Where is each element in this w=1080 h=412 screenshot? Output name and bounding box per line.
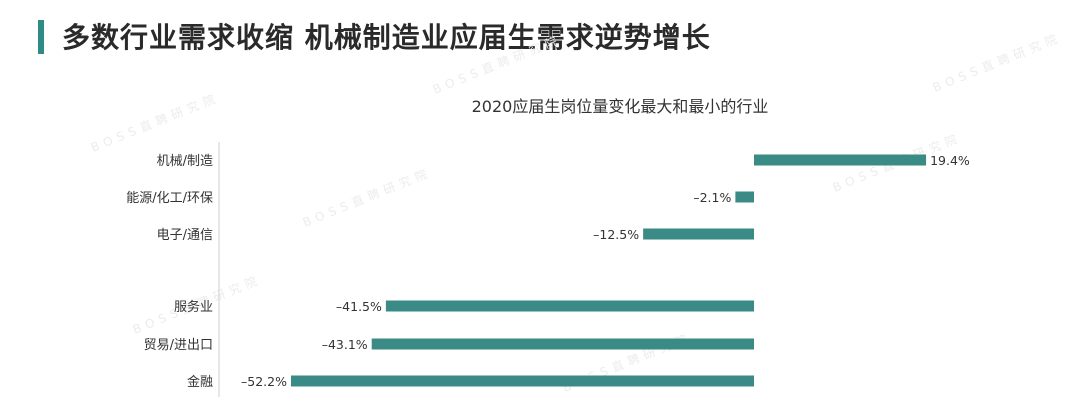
bar bbox=[643, 228, 754, 240]
category-label: 贸易/进出口 bbox=[144, 338, 213, 353]
value-label: –2.1% bbox=[693, 190, 731, 205]
bar bbox=[385, 300, 754, 312]
page-title: 多数行业需求收缩 机械制造业应届生需求逆势增长 bbox=[62, 21, 711, 54]
value-label: 19.4% bbox=[930, 153, 970, 168]
category-label: 金融 bbox=[187, 374, 213, 390]
value-label: –43.1% bbox=[322, 337, 368, 352]
value-label: –52.2% bbox=[241, 374, 287, 389]
bar bbox=[754, 154, 927, 166]
category-label: 服务业 bbox=[174, 299, 213, 315]
bar bbox=[371, 338, 754, 350]
chart-title: 2020应届生岗位量变化最大和最小的行业 bbox=[472, 97, 769, 116]
value-label: –12.5% bbox=[593, 227, 639, 242]
category-label: 电子/通信 bbox=[157, 228, 213, 243]
category-label: 能源/化工/环保 bbox=[126, 191, 213, 206]
bar bbox=[735, 191, 754, 203]
title-accent-bar bbox=[38, 20, 44, 54]
bars-group: 机械/制造 19.4% 能源/化工/环保 –2.1% 电子/通信 –12.5% 服务业 –41… bbox=[126, 153, 970, 390]
bar bbox=[290, 375, 754, 387]
category-label: 机械/制造 bbox=[157, 154, 213, 169]
value-label: –41.5% bbox=[336, 299, 382, 314]
